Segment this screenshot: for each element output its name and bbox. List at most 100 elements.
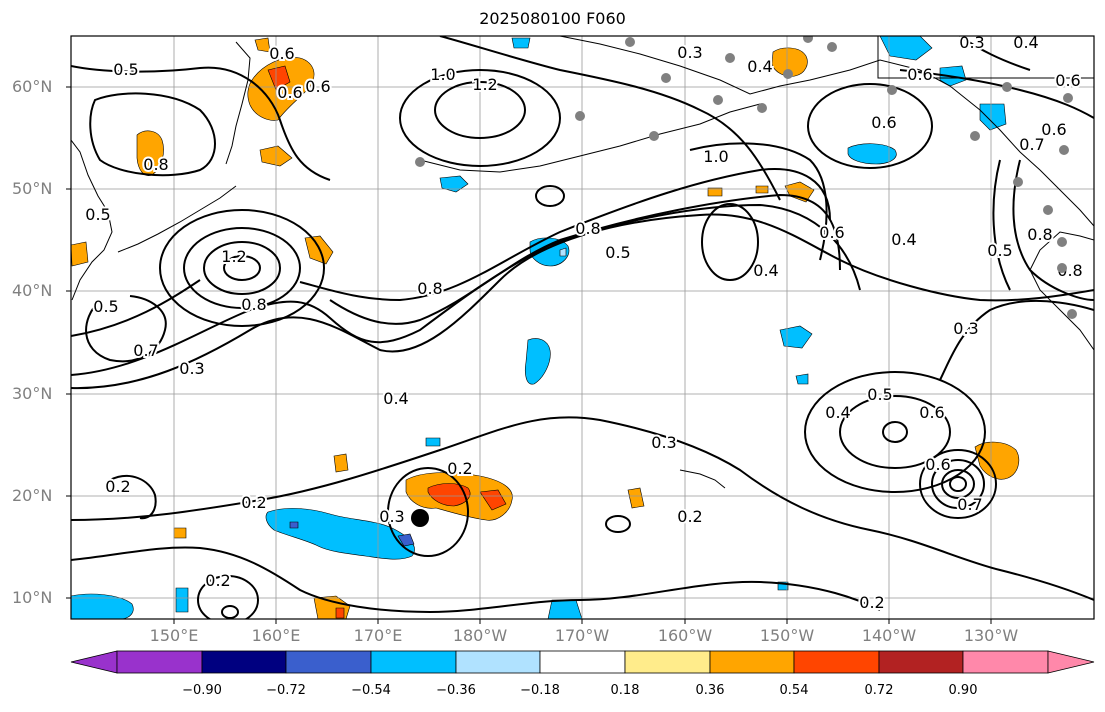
lon-label-150w: 150°W (759, 626, 815, 645)
contour-label: 1.2 (472, 75, 497, 94)
contour-0.8-east (1012, 159, 1094, 301)
contour-0.2-south (71, 546, 881, 614)
map-title: 2025080100 F060 (479, 9, 626, 28)
contour-label: 0.6 (1041, 120, 1066, 139)
colorbar-tick: −0.54 (351, 683, 391, 698)
blue-patch (547, 599, 583, 619)
station-marker (415, 157, 425, 167)
contour-0.6-northwest (71, 65, 331, 181)
contour-lines (71, 36, 1094, 619)
lon-label-160e: 160°E (251, 626, 301, 645)
orange-patch (304, 235, 334, 265)
blue-patch (529, 237, 570, 267)
contour-cell-small (701, 203, 759, 281)
light-blue-patch (559, 247, 567, 257)
contour-0.4-east (939, 299, 1094, 381)
contour-label: 0.7 (133, 341, 158, 360)
contour-cell-tc (949, 476, 967, 492)
station-marker (1057, 237, 1067, 247)
contour-0.8-band (299, 168, 831, 302)
colorbar-tick: −0.36 (436, 683, 476, 698)
contour-0.5-northeast (959, 36, 1031, 71)
blue-patch (425, 437, 441, 447)
contour-cell-east (804, 371, 986, 493)
colorbar-segment (455, 650, 541, 674)
contour-label: 0.6 (819, 223, 844, 242)
contour-label: 0.8 (1027, 225, 1052, 244)
coastline-asia (71, 139, 113, 301)
contour-label: 0.3 (179, 359, 204, 378)
contour-cell-southwest (197, 575, 259, 619)
contour-label: 0.2 (205, 571, 230, 590)
orange-patch (254, 37, 271, 53)
contour-low-west (223, 255, 261, 281)
contour-label: 0.8 (241, 295, 266, 314)
orange-patch (755, 185, 769, 194)
orange-patch (784, 181, 815, 203)
orange-patch (71, 241, 89, 267)
contour-cell-small (535, 185, 565, 207)
red-patch (335, 607, 345, 619)
contour-label: 1.2 (221, 247, 246, 266)
station-marker (1057, 263, 1067, 273)
blue-patch (979, 103, 1007, 131)
station-marker (970, 131, 980, 141)
coastline-kamchatka (225, 41, 251, 165)
contour-cell-tc (919, 449, 997, 519)
contour-label: 0.4 (383, 389, 408, 408)
colorbar-tick: 0.90 (948, 683, 978, 698)
coastline-hawaii (679, 469, 726, 489)
contour-label: 0.2 (447, 459, 472, 478)
contour-label: 0.3 (953, 319, 978, 338)
contour-cell-tc (941, 469, 975, 499)
contour-label: 0.8 (417, 279, 442, 298)
station-marker (803, 36, 813, 43)
shaded-fields (71, 36, 1020, 619)
colorbar-segment (709, 650, 795, 674)
contour-label: 0.5 (605, 243, 630, 262)
colorbar-extend-low (70, 650, 118, 674)
blue-patch (175, 587, 189, 613)
station-marker (1059, 145, 1069, 155)
contour-cell-east (882, 421, 908, 443)
contour-label: 0.4 (1013, 33, 1038, 52)
lat-label-40n: 40°N (12, 281, 53, 300)
contour-0.5-band (71, 193, 841, 337)
contour-label: 0.5 (867, 385, 892, 404)
contour-label: 0.4 (747, 57, 772, 76)
blue-patch (511, 37, 531, 49)
contour-label: 0.6 (925, 455, 950, 474)
contour-label: 0.6 (269, 44, 294, 63)
colorbar-segment (624, 650, 711, 674)
station-marker (1067, 309, 1077, 319)
contour-label: 1.0 (430, 65, 455, 84)
orange-patch (333, 453, 349, 473)
blue-patch (779, 325, 813, 349)
contour-label: 0.3 (379, 507, 404, 526)
station-marker (887, 85, 897, 95)
contour-label: 0.7 (1019, 135, 1044, 154)
station-marker (757, 103, 767, 113)
dark-blue-patch (397, 533, 415, 547)
colorbar-segment (370, 650, 457, 674)
orange-patch (627, 487, 645, 509)
blue-patch (795, 373, 809, 385)
contour-label: 0.8 (575, 219, 600, 238)
dark-blue-patch (289, 521, 299, 529)
station-marker (1013, 177, 1023, 187)
orange-patch (173, 527, 187, 539)
contour-label: 0.6 (305, 77, 330, 96)
blue-patch (879, 36, 933, 61)
contour-cell-tc (931, 459, 985, 509)
blue-patch (524, 338, 551, 385)
contour-label: 0.4 (753, 261, 778, 280)
colorbar-segment (539, 650, 626, 674)
lon-label-170w: 170°W (554, 626, 610, 645)
contour-label: 1.0 (703, 147, 728, 166)
contour-label: 0.2 (105, 477, 130, 496)
contour-label: 0.2 (677, 507, 702, 526)
lon-label-180w: 180°W (452, 626, 508, 645)
contour-label: 0.8 (143, 155, 168, 174)
contour-low-west (203, 241, 281, 295)
